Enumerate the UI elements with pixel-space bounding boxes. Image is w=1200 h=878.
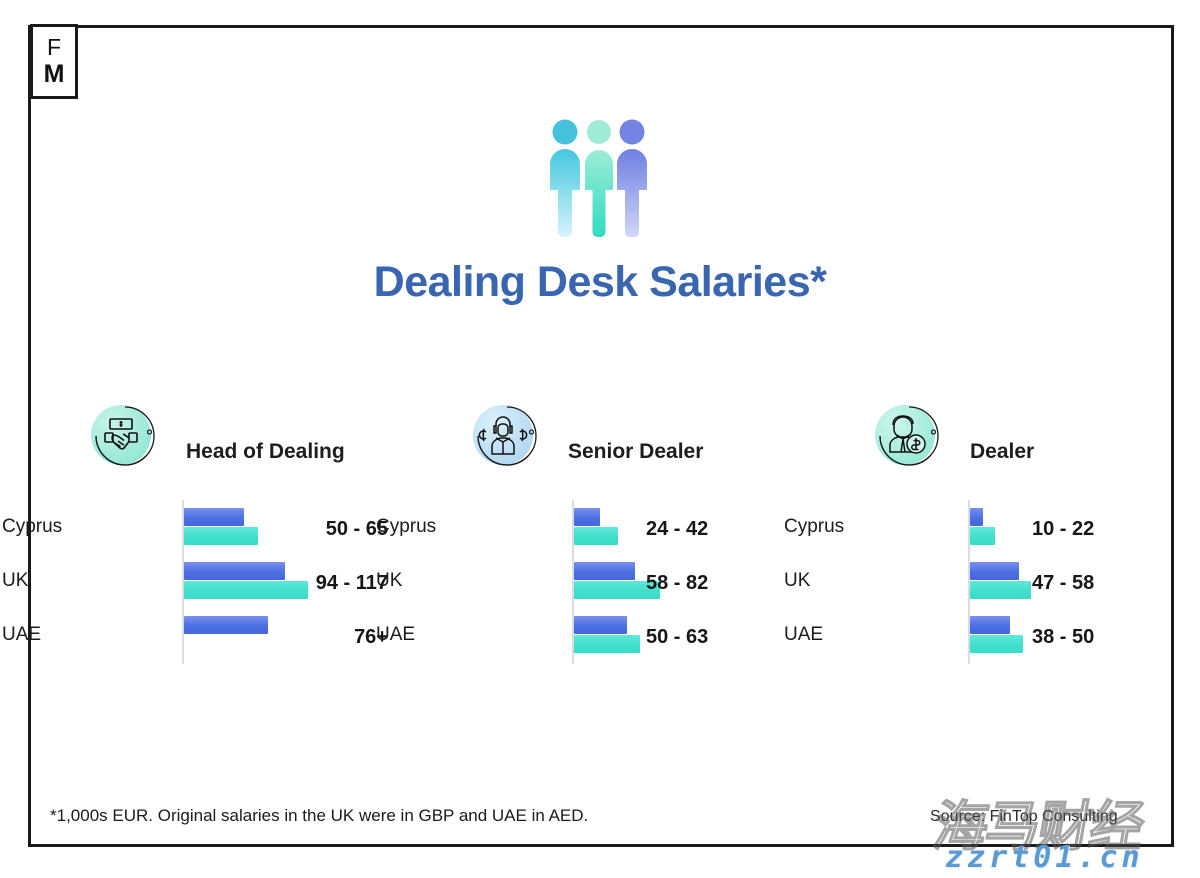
source-text: Source: FinTop Consulting — [930, 808, 1118, 825]
row-range-label: 38 - 50 — [1032, 626, 1095, 648]
headset-agent-icon — [470, 402, 542, 474]
bar-low — [184, 616, 268, 634]
bar-pair — [574, 508, 618, 545]
fm-logo-letter-f: F — [46, 34, 62, 60]
fm-logo-letter-m: M — [43, 60, 65, 88]
bar-pair — [184, 562, 308, 599]
bar-high — [574, 527, 618, 545]
bar-pair — [970, 562, 1031, 599]
bar-pair — [184, 508, 258, 545]
row-category-label: UK — [376, 570, 403, 591]
bar-low — [574, 616, 627, 634]
row-range-label: 10 - 22 — [1032, 518, 1095, 540]
axis-line — [968, 500, 970, 664]
row-category-label: Cyprus — [376, 516, 437, 537]
row-category-label: UAE — [784, 624, 824, 645]
page-title: Dealing Desk Salaries* — [373, 258, 827, 306]
bar-pair — [184, 616, 268, 634]
dealer-money-icon — [872, 402, 944, 474]
axis-line — [572, 500, 574, 664]
bar-low — [574, 508, 600, 526]
row-range-label: 50 - 63 — [646, 626, 709, 648]
bar-high — [970, 527, 995, 545]
row-category-label: Cyprus — [784, 516, 845, 537]
row-range-label: 50 - 65 — [325, 518, 388, 540]
bar-pair — [574, 562, 660, 599]
bar-low — [184, 562, 285, 580]
handshake-money-icon — [88, 402, 160, 474]
bar-high — [184, 581, 308, 599]
row-range-label: 47 - 58 — [1032, 572, 1095, 594]
bar-low — [970, 616, 1010, 634]
fm-logo: F M — [30, 24, 78, 99]
bar-low — [184, 508, 244, 526]
row-category-label: UAE — [376, 624, 416, 645]
row-range-label: 76+ — [354, 626, 388, 648]
row-category-label: Cyprus — [2, 516, 63, 537]
row-range-label: 58 - 82 — [646, 572, 709, 594]
bar-low — [970, 508, 983, 526]
bar-high — [574, 581, 660, 599]
axis-line — [182, 500, 184, 664]
panel-title: Senior Dealer — [568, 440, 704, 463]
bar-low — [970, 562, 1019, 580]
row-range-label: 24 - 42 — [646, 518, 709, 540]
bar-pair — [970, 508, 995, 545]
bar-high — [970, 581, 1031, 599]
bar-high — [574, 635, 640, 653]
panel-title: Dealer — [970, 440, 1035, 463]
bar-pair — [970, 616, 1023, 653]
bar-high — [184, 527, 258, 545]
row-range-label: 94 - 117 — [315, 572, 388, 594]
bar-high — [970, 635, 1023, 653]
bar-low — [574, 562, 635, 580]
three-people-icon — [540, 118, 660, 248]
panel-title: Head of Dealing — [186, 440, 345, 463]
row-category-label: UK — [2, 570, 29, 591]
footnote-text: *1,000s EUR. Original salaries in the UK… — [50, 806, 589, 825]
row-category-label: UK — [784, 570, 811, 591]
row-category-label: UAE — [2, 624, 42, 645]
bar-pair — [574, 616, 640, 653]
watermark-url: zzrt01.cn — [945, 840, 1144, 875]
